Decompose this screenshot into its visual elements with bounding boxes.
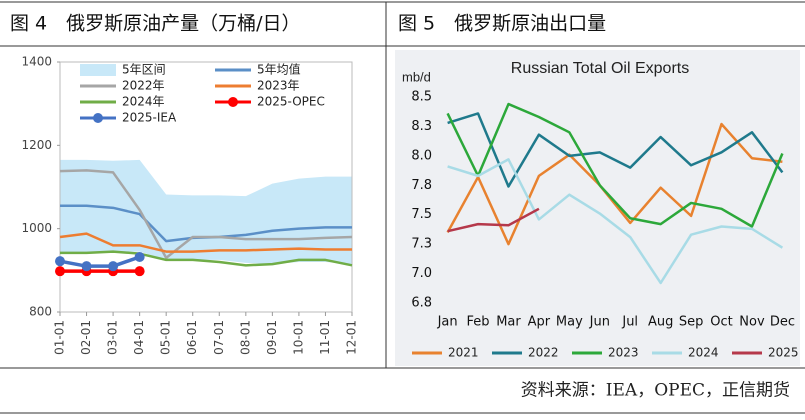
y-tick-label: 7.3 [411, 237, 432, 252]
legend-label: 5年区间 [122, 63, 166, 77]
point [81, 261, 92, 272]
point [134, 266, 145, 277]
chart-title: Russian Total Oil Exports [511, 60, 689, 77]
x-tick-label: Aug [648, 315, 673, 330]
y-tick-label: 800 [29, 305, 52, 319]
y-tick-label: 7.0 [411, 266, 432, 281]
x-tick-label: 04-01 [132, 320, 146, 355]
series-line [59, 255, 141, 268]
point [108, 261, 119, 272]
x-tick-label: 09-01 [265, 320, 279, 355]
series-line [446, 102, 784, 228]
legend-label: 2025-IEA [122, 111, 177, 125]
x-tick-label: 10-01 [291, 320, 305, 355]
legend-label: 2021 [448, 346, 479, 360]
x-tick-label: Jun [589, 315, 610, 330]
y-tick-label: 8.0 [411, 148, 432, 163]
x-tick-label: Mar [496, 315, 521, 330]
series-line [446, 122, 783, 246]
series-line [60, 250, 353, 267]
legend-marker [93, 113, 103, 123]
legend-swatch [80, 64, 116, 76]
y-tick-label: 8.3 [411, 119, 432, 134]
y-tick-label: 1200 [21, 138, 52, 152]
y-tick-label: 1400 [21, 55, 52, 69]
x-tick-label: Jan [437, 315, 458, 330]
x-tick-label: May [556, 315, 583, 330]
legend-label: 2025-OPEC [257, 95, 325, 109]
legend-marker [228, 97, 238, 107]
x-tick-label: 05-01 [159, 320, 173, 355]
y-tick-label: 1000 [21, 221, 52, 235]
point [55, 256, 65, 267]
x-tick-label: 01-01 [53, 320, 67, 355]
series-line [59, 232, 352, 253]
point [55, 266, 65, 277]
chart-panel [395, 50, 800, 366]
x-tick-label: Oct [710, 315, 732, 330]
series-line [447, 112, 784, 188]
x-tick-label: 12-01 [345, 320, 359, 355]
x-tick-label: 02-01 [79, 320, 93, 355]
legend-label: 5年均值 [257, 62, 301, 77]
x-tick-label: Apr [528, 315, 551, 330]
y-tick-label: 7.8 [411, 178, 432, 193]
x-tick-label: Sep [679, 315, 704, 330]
x-tick-label: 08-01 [238, 320, 252, 355]
source: 资料来源：IEA，OPEC，正信期货 [521, 381, 790, 401]
legend-label: 2022年 [122, 79, 165, 93]
x-tick-label: Nov [739, 315, 765, 330]
y-axis-label: mb/d [402, 69, 431, 84]
x-tick-label: 11-01 [318, 320, 332, 355]
y-tick-label: 7.5 [411, 207, 432, 222]
series-line [59, 169, 353, 260]
legend-label: 2025 [768, 346, 799, 360]
point [134, 252, 145, 262]
plot-area [59, 61, 353, 313]
x-tick-label: Feb [467, 315, 490, 330]
figure-title: 图 4 俄罗斯原油产量（万桶/日） [10, 13, 301, 35]
x-tick-label: Jul [621, 315, 638, 330]
legend-label: 2024年 [122, 95, 165, 109]
x-tick-label: Dec [770, 315, 795, 330]
legend-label: 2024 [688, 346, 719, 360]
figure-title: 图 5 俄罗斯原油出口量 [398, 13, 606, 35]
legend-label: 2022 [528, 346, 559, 360]
x-tick-label: 06-01 [185, 320, 199, 355]
x-tick-label: 03-01 [106, 320, 120, 355]
x-tick-label: 07-01 [212, 320, 226, 355]
y-tick-label: 6.8 [411, 296, 432, 311]
series-line [447, 207, 540, 233]
y-tick-label: 8.5 [411, 90, 432, 105]
legend-label: 2023年 [257, 79, 300, 93]
series-line [447, 158, 784, 285]
legend-label: 2023 [608, 346, 639, 360]
